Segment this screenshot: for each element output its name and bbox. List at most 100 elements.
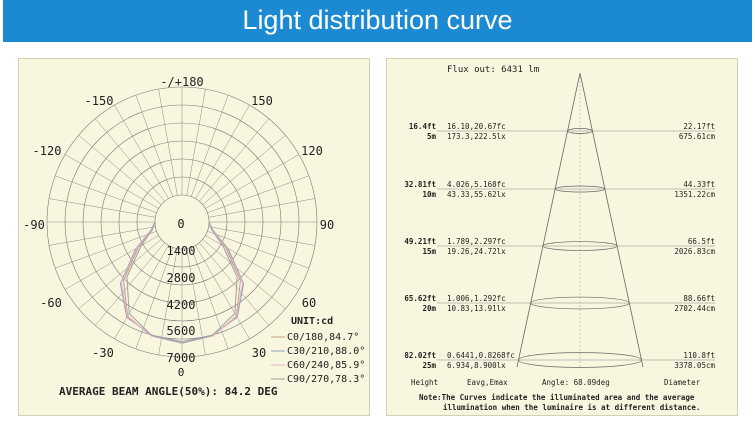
unit-label: UNIT:cd	[291, 316, 333, 327]
row-illum-lx: 173.3,222.5lx	[447, 132, 506, 141]
legend-c0: C0/180,84.7°	[287, 332, 359, 343]
cone-ellipse	[530, 296, 630, 310]
legend-c30: C30/210,88.0°	[287, 346, 365, 357]
radial-label-7000: 7000	[167, 351, 196, 365]
row-diameter-ft: 66.5ft	[688, 237, 715, 246]
polar-spoke	[135, 95, 174, 197]
flux-label: Flux out: 6431 lm	[447, 65, 539, 75]
polar-spoke	[49, 226, 156, 246]
row-illum-lx: 6.934,8.900lx	[447, 361, 506, 370]
angle-label-neg120: -120	[33, 144, 62, 158]
row-diameter-cm: 2026.83cm	[674, 247, 715, 256]
polar-spoke	[55, 175, 157, 214]
radial-label-0: 0	[177, 217, 184, 231]
polar-spoke	[95, 118, 165, 202]
radial-label-5600: 5600	[167, 324, 196, 338]
polar-spoke	[208, 198, 315, 218]
polar-curves	[119, 221, 245, 344]
polar-spoke	[114, 104, 169, 199]
cone-edge-right	[579, 72, 644, 368]
legend-c90: C90/270,78.3°	[287, 374, 365, 385]
angle-label-150: 150	[251, 94, 273, 108]
polar-spoke	[207, 230, 309, 269]
row-diameter-ft: 22.17ft	[683, 122, 715, 131]
row-height-m: 10m	[422, 190, 436, 199]
polar-chart: -/+180 -150 150 -120 120 -90 90 -60 60 -…	[23, 75, 365, 398]
polar-spoke	[78, 135, 162, 205]
polar-spoke	[135, 247, 174, 349]
row-height-ft: 82.02ft	[404, 351, 436, 360]
polar-spoke	[202, 239, 286, 309]
radial-label-2800: 2800	[167, 271, 196, 285]
polar-grid	[46, 86, 318, 358]
footer-diameter: Diameter	[664, 378, 701, 387]
polar-spoke	[195, 245, 250, 340]
cone-ellipse	[542, 241, 618, 251]
row-height-ft: 16.4ft	[409, 122, 436, 131]
row-illum-fc: 0.6441,0.8268fc	[447, 351, 515, 360]
banner-title: Light distribution curve	[3, 0, 752, 42]
polar-spoke	[208, 226, 315, 246]
polar-spoke	[195, 104, 250, 199]
row-diameter-cm: 1351.22cm	[674, 190, 715, 199]
polar-spoke	[95, 242, 165, 326]
row-diameter-cm: 3378.05cm	[674, 361, 715, 370]
polar-spoke	[199, 118, 269, 202]
polar-spoke	[55, 230, 157, 269]
polar-series-1	[119, 221, 245, 343]
polar-spoke	[205, 154, 300, 209]
polar-spoke	[186, 89, 206, 196]
row-diameter-cm: 675.61cm	[679, 132, 716, 141]
angle-label-90: 90	[320, 218, 334, 232]
row-diameter-cm: 2702.44cm	[674, 304, 715, 313]
polar-spoke	[205, 235, 300, 290]
row-height-ft: 65.62ft	[404, 294, 436, 303]
angle-label-neg150: -150	[85, 94, 114, 108]
angle-label-neg60: -60	[40, 296, 62, 310]
row-illum-fc: 16.10,20.67fc	[447, 122, 506, 131]
row-height-m: 5m	[427, 132, 437, 141]
polar-spoke	[78, 239, 162, 309]
row-height-m: 25m	[422, 361, 436, 370]
cone-ellipse	[554, 185, 606, 193]
polar-spoke	[190, 247, 229, 349]
row-illum-lx: 10.83,13.91lx	[447, 304, 506, 313]
row-height-m: 15m	[422, 247, 436, 256]
polar-spoke	[49, 198, 156, 218]
polar-series-3	[126, 221, 238, 344]
angle-label-180: -/+180	[160, 75, 203, 89]
polar-spoke	[190, 95, 229, 197]
polar-spoke	[114, 245, 169, 340]
angle-label-120: 120	[301, 144, 323, 158]
cone-ellipse	[518, 352, 642, 368]
polar-spoke	[158, 89, 178, 196]
angle-label-60: 60	[302, 296, 316, 310]
cone-diagram: Flux out: 6431 lm 16.4ft5m16.10,20.67fc1…	[404, 65, 715, 412]
footer-height: Height	[411, 378, 438, 387]
polar-spoke	[64, 154, 159, 209]
radial-label-4200: 4200	[167, 298, 196, 312]
angle-label-30: 30	[252, 346, 266, 360]
polar-spoke	[207, 175, 309, 214]
row-illum-fc: 1.789,2.297fc	[447, 237, 506, 246]
row-height-ft: 49.21ft	[404, 237, 436, 246]
polar-spoke	[199, 242, 269, 326]
radial-label-1400: 1400	[167, 244, 196, 258]
angle-label-neg30: -30	[92, 346, 114, 360]
footer-angle: Angle: 68.09deg	[542, 378, 610, 387]
row-diameter-ft: 44.33ft	[683, 180, 715, 189]
footer-eavg: Eavg,Emax	[467, 378, 508, 387]
note-line-2: illumination when the luminaire is at di…	[443, 403, 700, 412]
cone-diagram-panel: Flux out: 6431 lm 16.4ft 5m 16.10,20.67fc 1…	[386, 58, 738, 416]
row-diameter-ft: 88.66ft	[683, 294, 715, 303]
row-illum-fc: 1.006,1.292fc	[447, 294, 506, 303]
polar-spoke	[64, 235, 159, 290]
row-height-m: 20m	[422, 304, 436, 313]
row-diameter-ft: 110.8ft	[683, 351, 715, 360]
note-line-1: Note:The Curves indicate the illuminated…	[419, 393, 695, 402]
angle-label-0: 0	[178, 366, 185, 379]
beam-angle-label: AVERAGE BEAM ANGLE(50%): 84.2 DEG	[59, 385, 278, 398]
angle-label-neg90: -90	[23, 218, 45, 232]
cone-ellipse	[567, 128, 593, 134]
